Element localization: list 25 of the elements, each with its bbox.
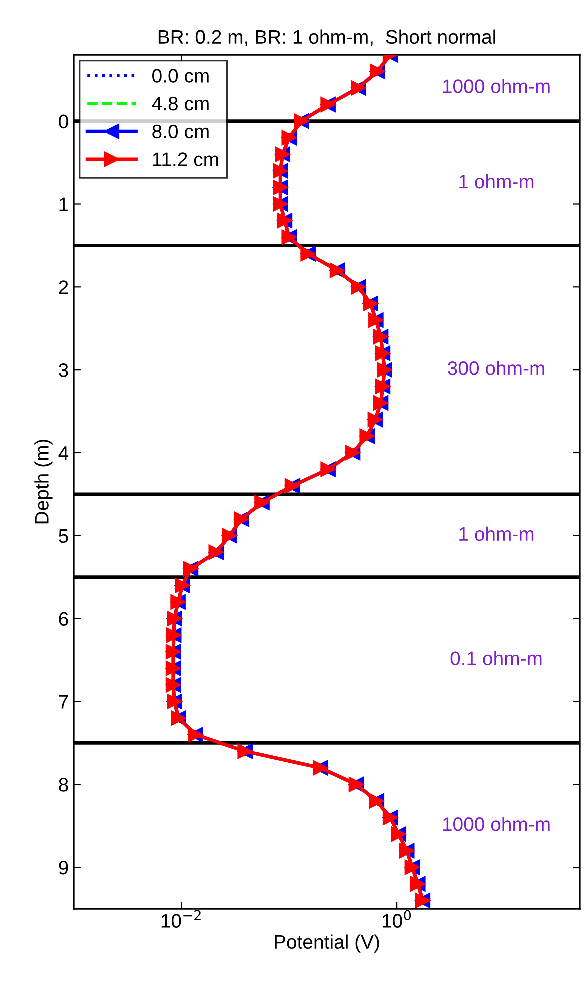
- y-tick-label: 8: [59, 778, 68, 792]
- y-tick-label: 0: [59, 114, 68, 129]
- y-tick-label: 9: [59, 861, 68, 875]
- legend-label: 4.8 cm: [152, 96, 209, 111]
- y-tick-label: 1: [60, 198, 68, 212]
- y-tick-label: 7: [59, 695, 68, 709]
- y-tick-label: 5: [59, 530, 68, 544]
- annotation: 1 ohm-m: [460, 526, 534, 542]
- x-tick-label: 10$^{0}$: [382, 910, 412, 928]
- y-tick-label: 3: [59, 364, 68, 378]
- legend-label: 0.0 cm: [152, 69, 209, 83]
- x-axis-title: Potential (V): [275, 934, 380, 953]
- annotation: 300 ohm-m: [448, 361, 544, 376]
- annotation: 0.1 ohm-m: [450, 651, 542, 666]
- y-tick-label: 4: [58, 446, 69, 460]
- y-tick-label: 2: [59, 280, 68, 294]
- chart-title: BR: 0.2 m, BR: 1 ohm-m, Short normal: [158, 30, 496, 46]
- annotation: 1000 ohm-m: [443, 817, 550, 832]
- legend-label: 11.2 cm: [153, 152, 218, 166]
- annotation: 1000 ohm-m: [443, 79, 550, 94]
- y-axis-title: Depth (m): [34, 440, 53, 524]
- y-tick-label: 6: [59, 612, 68, 626]
- annotation: 1 ohm-m: [460, 174, 534, 189]
- x-tick-label: 10$^{−2}$: [162, 910, 201, 928]
- legend-label: 8.0 cm: [152, 124, 209, 139]
